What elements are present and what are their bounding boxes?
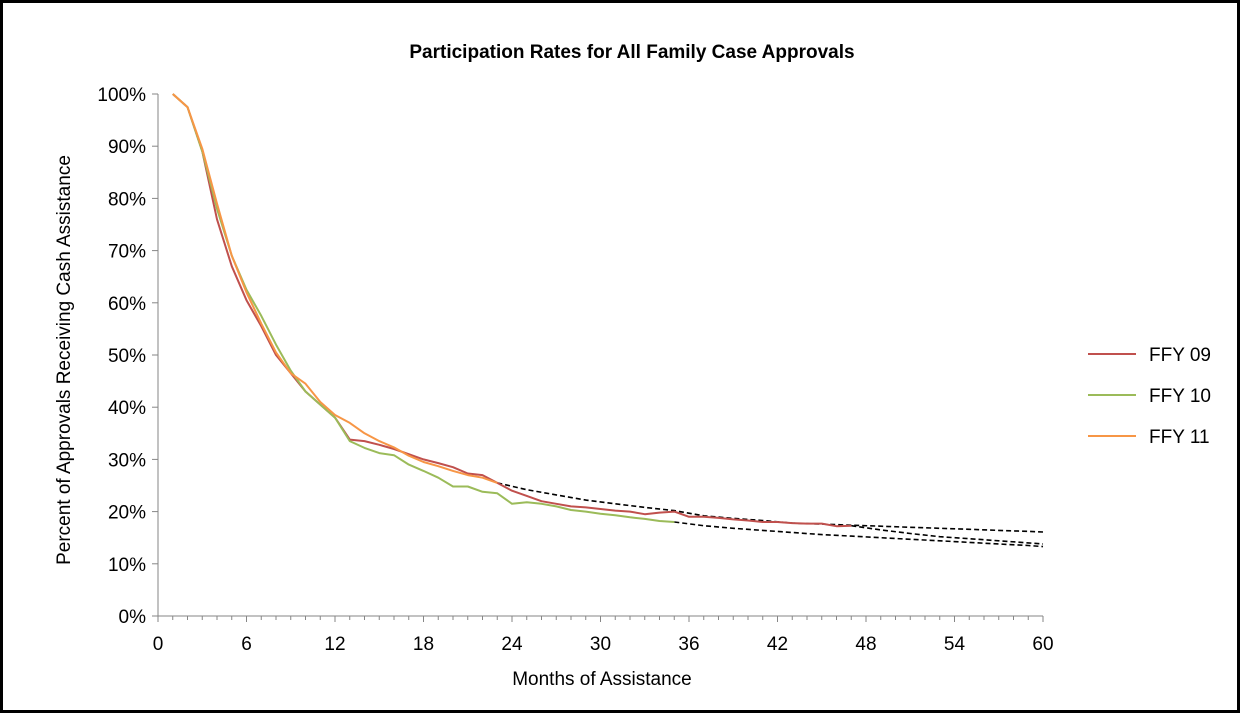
series-line-ffy-09 bbox=[172, 93, 852, 528]
y-tick-label: 50% bbox=[108, 346, 146, 367]
x-tick-label: 6 bbox=[241, 634, 252, 655]
legend-item: FFY 11 bbox=[1088, 427, 1210, 448]
legend-label: FFY 09 bbox=[1149, 345, 1211, 366]
y-tick-label: 10% bbox=[108, 555, 146, 576]
line-chart: Participation Rates for All Family Case … bbox=[54, 42, 1211, 690]
projection-line bbox=[674, 521, 1044, 548]
x-axis-label: Months of Assistance bbox=[512, 669, 692, 690]
x-tick-label: 0 bbox=[153, 634, 164, 655]
y-tick-label: 80% bbox=[108, 189, 146, 210]
x-tick-label: 12 bbox=[324, 634, 345, 655]
y-axis-label: Percent of Approvals Receiving Cash Assi… bbox=[54, 155, 75, 565]
y-tick-label: 70% bbox=[108, 242, 146, 263]
x-tick-label: 24 bbox=[501, 634, 523, 655]
x-tick-label: 60 bbox=[1032, 634, 1053, 655]
legend-label: FFY 11 bbox=[1149, 427, 1210, 448]
x-tick-label: 18 bbox=[413, 634, 434, 655]
x-axis-ticks: 0 6 12 18 24 30 36 42 48 54 60 bbox=[153, 616, 1054, 655]
y-tick-label: 30% bbox=[108, 450, 146, 471]
y-tick-label: 90% bbox=[108, 137, 146, 158]
x-tick-label: 48 bbox=[855, 634, 876, 655]
y-tick-label: 0% bbox=[119, 607, 147, 628]
y-axis-ticks: 0% 10% 20% 30% 40% 50% 60% 70% 80% 90% 100% bbox=[97, 85, 158, 628]
x-tick-label: 30 bbox=[590, 634, 611, 655]
y-tick-label: 100% bbox=[97, 85, 146, 106]
chart-title: Participation Rates for All Family Case … bbox=[409, 42, 854, 63]
x-tick-label: 42 bbox=[767, 634, 788, 655]
x-tick-label: 36 bbox=[678, 634, 699, 655]
projection-lines bbox=[497, 482, 1044, 548]
series-line-ffy-11 bbox=[172, 93, 498, 484]
legend-item: FFY 09 bbox=[1088, 345, 1211, 366]
series-line-ffy-10 bbox=[172, 93, 675, 523]
legend-item: FFY 10 bbox=[1088, 386, 1211, 407]
legend-label: FFY 10 bbox=[1149, 386, 1211, 407]
projection-line bbox=[851, 524, 1044, 545]
x-tick-label: 54 bbox=[944, 634, 966, 655]
y-tick-label: 60% bbox=[108, 294, 146, 315]
axes bbox=[157, 94, 1043, 617]
y-tick-label: 40% bbox=[108, 398, 146, 419]
y-tick-label: 20% bbox=[108, 503, 146, 524]
series-lines bbox=[172, 93, 852, 528]
legend: FFY 09 FFY 10 FFY 11 bbox=[1088, 345, 1211, 448]
